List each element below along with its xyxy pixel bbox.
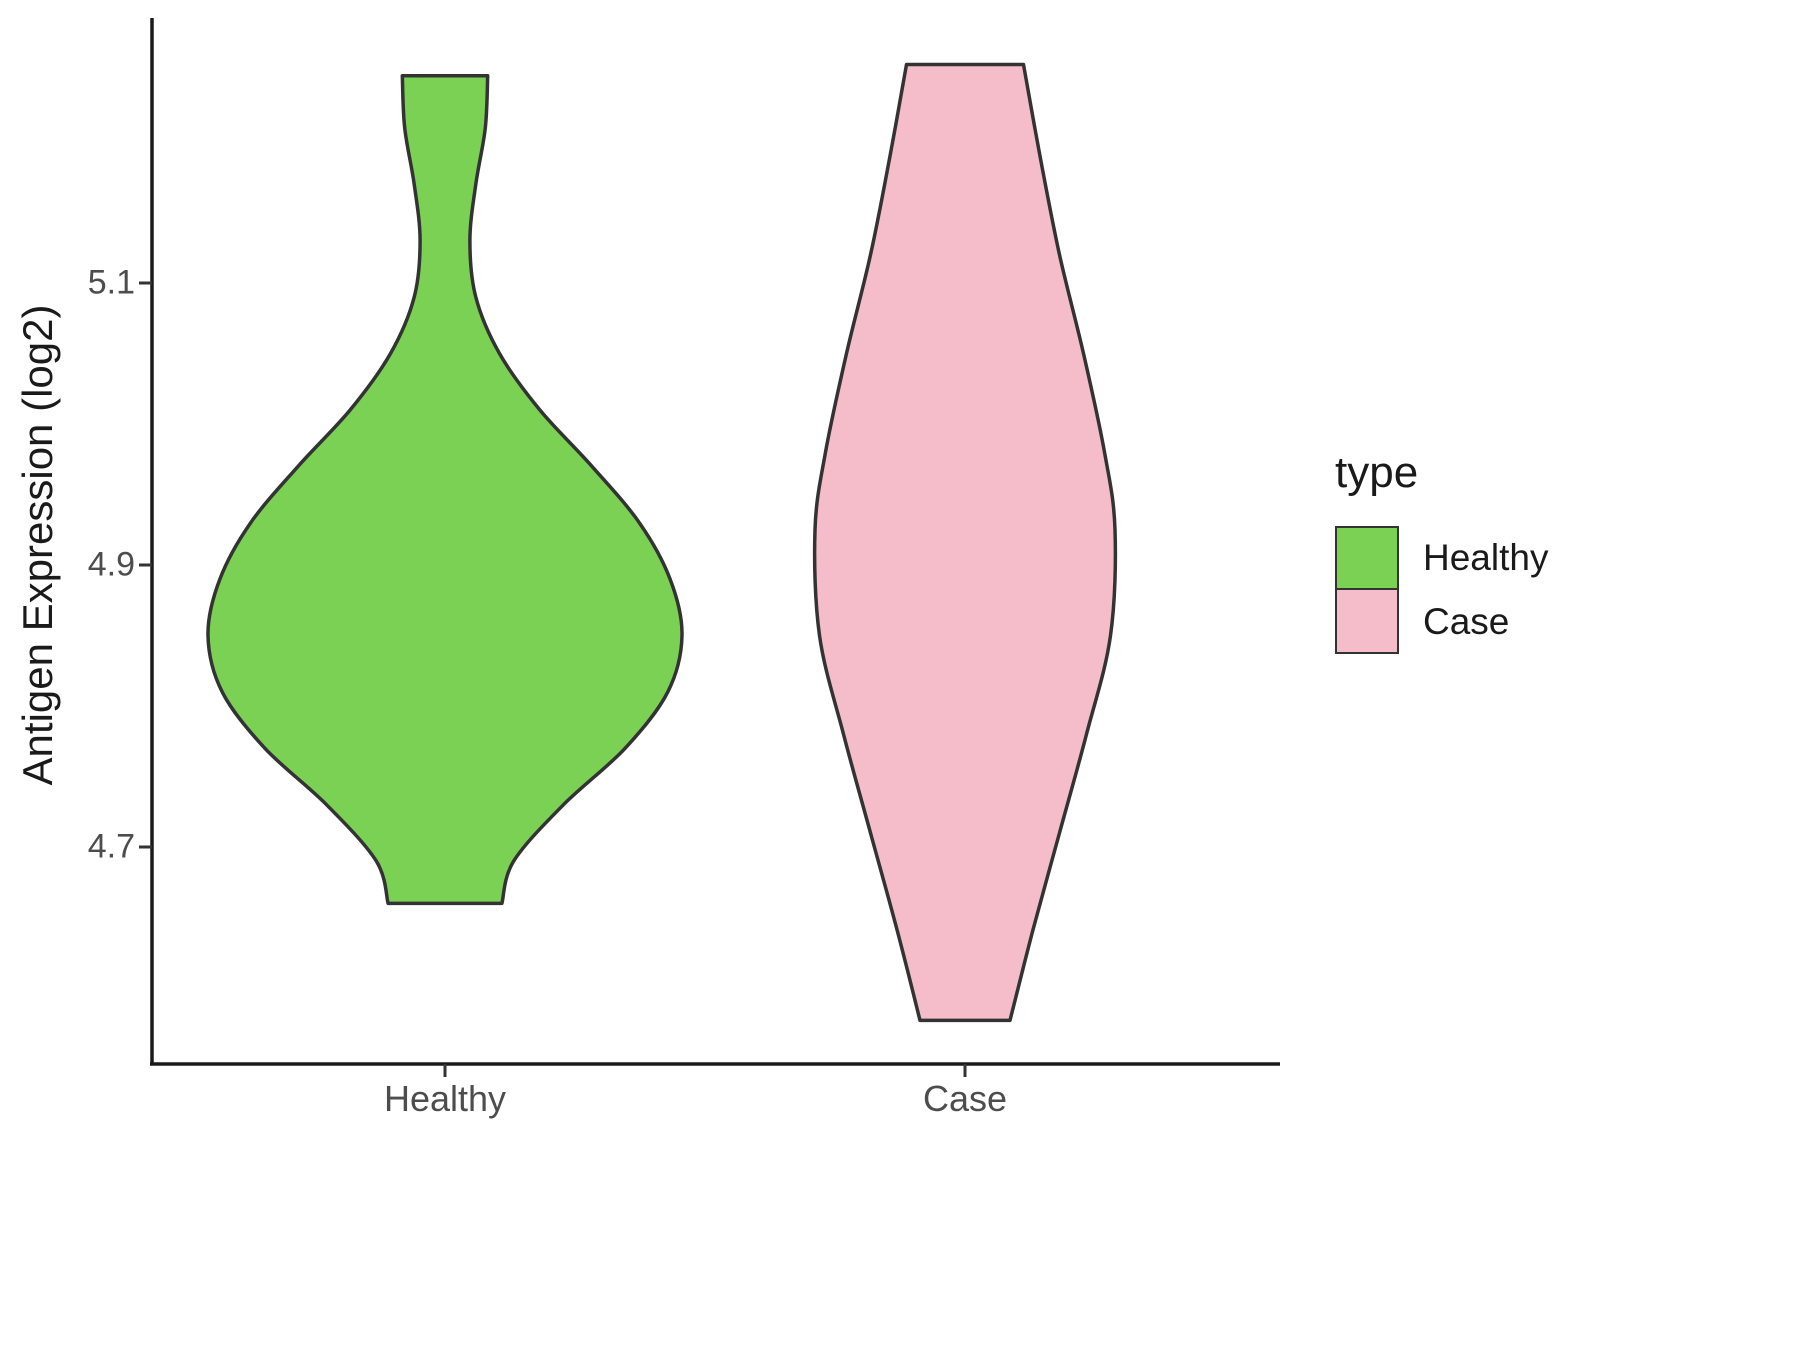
legend-label-case: Case [1423, 601, 1510, 642]
y-tick-label-4-7: 4.7 [87, 827, 135, 866]
legend-swatch-case [1335, 590, 1399, 654]
legend-title: type [1335, 448, 1419, 497]
legend-key-case: Case [1335, 590, 1548, 654]
y-tick-label-5-1: 5.1 [87, 263, 135, 302]
legend-key-healthy: Healthy [1335, 526, 1548, 590]
y-tick-label-4-9: 4.9 [87, 545, 135, 584]
legend: type Healthy Case [1335, 448, 1548, 654]
axis-ticks [139, 281, 967, 1077]
legend-swatch-healthy [1335, 526, 1399, 590]
violin-case [812, 62, 1118, 1023]
y-axis-title: Antigen Expression (log2) [14, 304, 61, 786]
violins-layer [206, 62, 1118, 1023]
violin-healthy [206, 73, 684, 906]
x-tick-label-case: Case [922, 1078, 1008, 1119]
x-tick-label-healthy: Healthy [383, 1078, 507, 1119]
legend-label-healthy: Healthy [1423, 537, 1549, 578]
